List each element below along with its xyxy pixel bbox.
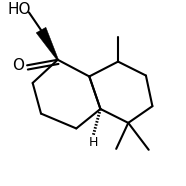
Text: HO: HO <box>8 2 31 17</box>
Text: H: H <box>89 136 98 149</box>
Polygon shape <box>36 27 58 60</box>
Text: O: O <box>12 58 24 73</box>
